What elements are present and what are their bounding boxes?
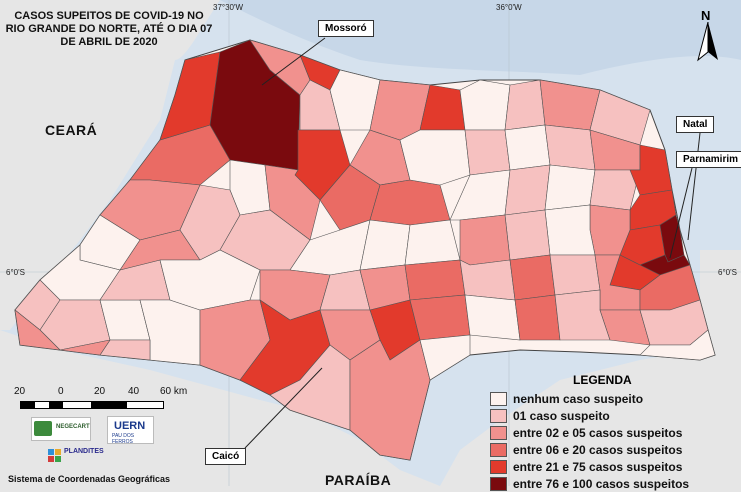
legend-label: entre 02 e 05 casos suspeitos [513,425,683,440]
legend-label: nenhum caso suspeito [513,391,644,406]
legend-swatch [490,459,507,474]
logo-uern-text: UERN [114,420,146,432]
municipality [404,219,461,266]
coord-lat-left: 6°0'S [6,268,25,277]
municipality [639,329,716,361]
municipality [404,259,466,301]
coord-lat-right: 6°0'S [718,268,737,277]
callout-natal: Natal [676,116,715,133]
municipality [59,339,111,356]
legend-swatch [490,425,507,440]
scale-labels: 20 0 20 40 60 km [14,386,194,398]
municipality [544,124,596,171]
legend-swatch [490,476,507,491]
land-ceara [0,0,220,330]
municipality [369,179,451,226]
ocean-depth [220,0,741,75]
legend-swatch [490,442,507,457]
callout-parnamirim: Parnamirim [676,151,741,168]
logo-negecart-text: NEGECART [56,424,90,430]
map-title: CASOS SUPEITOS DE COVID-19 NO RIO GRANDE… [5,10,213,48]
callout-caico: Caicó [205,448,247,465]
state-label-paraiba: PARAÍBA [325,472,392,488]
municipality [504,209,551,261]
municipality [399,129,471,186]
municipality [419,334,471,381]
municipality [504,124,551,171]
logo-plandites-text: PLANDITES [64,448,104,455]
municipality [509,254,556,301]
legend-item: entre 76 e 100 casos suspeitos [490,475,741,492]
municipality [504,164,551,216]
coord-lon-left: 37°30'W [213,3,244,12]
logo-uern: UERN PAU DOS FERROS [107,416,154,444]
legend-title: LEGENDA [573,373,632,387]
municipality [349,339,431,461]
scale-bar [20,401,164,409]
land-east [440,250,741,486]
municipality [544,164,596,211]
scale-tick: 0 [58,386,64,397]
municipality [459,79,511,131]
legend-label: entre 21 e 75 casos suspeitos [513,459,683,474]
coord-lon-right: 36°0'W [496,3,522,12]
leader-mossoro [261,37,326,86]
legend: nenhum caso suspeito 01 caso suspeito en… [490,390,741,492]
municipality [549,254,601,296]
legend-item: entre 21 e 75 casos suspeitos [490,458,741,475]
legend-item: 01 caso suspeito [490,407,741,424]
legend-item: entre 06 e 20 casos suspeitos [490,441,741,458]
scale-tick: 20 [94,386,106,397]
legend-label: entre 06 e 20 casos suspeitos [513,442,683,457]
scale-tick: 60 km [160,386,188,397]
scale-tick: 40 [128,386,140,397]
municipality [409,294,471,341]
logo-negecart: NEGECART [31,417,91,441]
legend-swatch [490,391,507,406]
legend-label: entre 76 e 100 casos suspeitos [513,476,690,491]
municipality [464,129,511,176]
leader-parnamirim [669,167,693,259]
north-label: N [701,8,711,23]
coordinate-system-note: Sistema de Coordenadas Geográficas [8,474,171,484]
leader-natal [687,132,701,241]
municipality [504,79,546,131]
callout-mossoro: Mossoró [318,20,374,37]
municipality [514,294,561,341]
municipality [459,214,511,266]
municipality [544,204,596,256]
legend-label: 01 caso suspeito [513,408,610,423]
municipality [459,259,516,301]
legend-item: nenhum caso suspeito [490,390,741,407]
north-arrow-icon [697,22,718,62]
legend-item: entre 02 e 05 casos suspeitos [490,424,741,441]
municipality [329,69,381,131]
logo-plandites: PLANDITES [46,446,128,468]
logo-uern-sub: PAU DOS FERROS [112,433,135,444]
legend-swatch [490,408,507,423]
leader-caico [244,367,323,449]
north-arrow: N [693,8,723,62]
land-paraiba [0,330,440,486]
scale-tick: 20 [14,386,26,397]
state-label-ceara: CEARÁ [45,122,98,138]
municipality [464,294,521,341]
